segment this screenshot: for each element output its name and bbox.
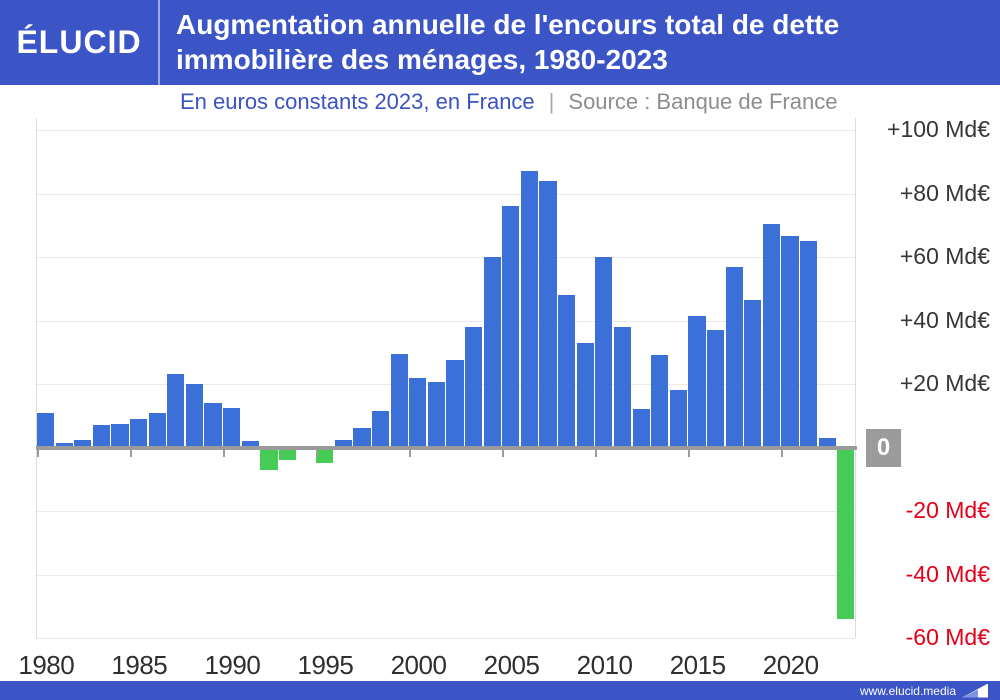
- plot-left-border: [36, 118, 37, 638]
- bar-2011: [613, 326, 632, 448]
- bar-1980: [37, 412, 55, 448]
- gridline: [36, 638, 855, 639]
- bar-2006: [520, 171, 539, 448]
- bar-2022: [818, 437, 836, 448]
- bar-1988: [185, 384, 204, 448]
- axis-tick: [502, 449, 505, 457]
- axis-tick: [595, 449, 598, 457]
- gridline: [36, 130, 855, 131]
- y-axis-label: +80 Md€: [899, 179, 990, 206]
- bar-2003: [465, 326, 483, 448]
- bar-1992: [260, 447, 278, 470]
- x-axis-label: 2015: [669, 650, 726, 680]
- elucid-flag-icon: [962, 683, 988, 698]
- bar-2023: [837, 447, 855, 619]
- bar-2021: [800, 241, 818, 448]
- axis-tick: [130, 449, 133, 457]
- bar-2007: [539, 180, 557, 448]
- zero-badge: 0: [866, 428, 901, 467]
- bar-1982: [74, 439, 92, 448]
- y-axis-label: +100 Md€: [887, 116, 990, 142]
- source-text: Source : Banque de France: [568, 88, 838, 114]
- y-axis-label: -60 Md€: [905, 624, 990, 650]
- subtitle-separator: |: [548, 88, 555, 114]
- bar-2015: [688, 315, 706, 448]
- bar-2010: [595, 257, 613, 448]
- subtitle-bar: En euros constants 2023, en France | Sou…: [0, 85, 1000, 118]
- gridline: [36, 511, 855, 512]
- bar-2008: [558, 295, 576, 448]
- y-axis-label: +20 Md€: [899, 370, 990, 396]
- bar-2002: [446, 360, 464, 448]
- bar-2001: [427, 382, 445, 448]
- axis-tick: [688, 449, 691, 457]
- plot-right-border: [855, 118, 856, 638]
- page-title: Augmentation annuelle de l'encours total…: [160, 0, 1000, 85]
- bar-2004: [483, 257, 501, 448]
- x-axis-label: 1995: [297, 650, 354, 680]
- bar-2009: [576, 342, 594, 448]
- subtitle-text: En euros constants 2023, en France: [180, 88, 535, 114]
- footer-bar: www.elucid.media: [0, 681, 1000, 700]
- bar-1993: [278, 447, 297, 461]
- x-axis-label: 2000: [390, 650, 447, 680]
- bar-1981: [55, 442, 73, 448]
- footer-url: www.elucid.media: [859, 683, 956, 698]
- bar-2017: [725, 266, 743, 448]
- bar-1987: [167, 374, 185, 448]
- bar-2014: [669, 390, 687, 448]
- bar-2013: [651, 355, 669, 448]
- bar-2018: [744, 299, 762, 448]
- bar-1985: [130, 418, 148, 448]
- bar-1986: [148, 412, 166, 448]
- x-axis-label: 1985: [111, 650, 168, 680]
- header: ÉLUCID Augmentation annuelle de l'encour…: [0, 0, 1000, 85]
- bar-1999: [390, 353, 408, 448]
- bar-1998: [371, 410, 390, 448]
- bar-1984: [111, 423, 129, 448]
- x-axis-label: 2005: [483, 650, 540, 680]
- bar-1990: [223, 407, 241, 448]
- bar-1996: [334, 439, 352, 448]
- y-axis-label: -40 Md€: [905, 560, 990, 587]
- title-line-2: immobilière des ménages, 1980-2023: [176, 44, 668, 75]
- x-axis-label: 1990: [204, 650, 261, 680]
- gridline: [36, 257, 855, 258]
- bar-1997: [353, 428, 371, 448]
- x-axis-label: 2020: [762, 650, 819, 680]
- axis-tick: [223, 449, 226, 457]
- bar-1989: [204, 403, 222, 448]
- y-axis-label: +40 Md€: [899, 306, 990, 333]
- bar-2005: [502, 206, 520, 448]
- axis-tick: [316, 449, 319, 457]
- x-axis-label: 1980: [18, 650, 75, 680]
- bar-2019: [762, 223, 780, 448]
- gridline: [36, 574, 855, 576]
- gridline: [36, 193, 855, 195]
- bar-1983: [92, 425, 111, 448]
- title-line-1: Augmentation annuelle de l'encours total…: [176, 9, 840, 40]
- axis-tick: [37, 449, 39, 457]
- bar-2020: [781, 236, 799, 448]
- bar-1991: [241, 441, 259, 448]
- gridline: [36, 384, 855, 385]
- bar-2012: [632, 409, 650, 448]
- zero-axis-line: [36, 445, 857, 450]
- bar-2000: [409, 377, 427, 448]
- y-axis-label: +60 Md€: [899, 243, 990, 269]
- gridline: [36, 320, 855, 322]
- elucid-logo: ÉLUCID: [16, 24, 142, 60]
- axis-tick: [409, 449, 412, 457]
- x-axis-label: 2010: [576, 650, 633, 680]
- axis-tick: [781, 449, 784, 457]
- bar-2016: [706, 330, 725, 448]
- bar-1995: [316, 447, 334, 464]
- logo-box: ÉLUCID: [0, 0, 160, 85]
- y-axis-label: -20 Md€: [905, 497, 990, 523]
